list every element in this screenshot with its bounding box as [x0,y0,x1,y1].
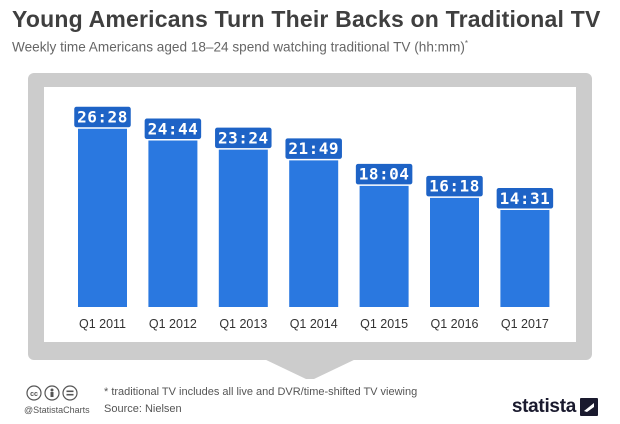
value-label: 18:04 [359,165,410,184]
x-tick-label: Q1 2017 [501,317,549,331]
tv-stand [262,358,358,379]
value-label: 16:18 [429,177,480,196]
bar-q1-2015 [359,184,409,307]
value-label: 26:28 [77,108,128,127]
creative-commons-icon: cc [26,385,42,401]
footnote: * traditional TV includes all live and D… [104,386,418,398]
bar-q1-2013 [218,147,268,307]
bar-q1-2017 [500,208,550,307]
value-label: 23:24 [218,128,269,147]
attribution-icon [44,385,60,401]
value-label-box [143,117,203,141]
statista-logo[interactable]: statista [512,396,598,418]
bar-q1-2012 [148,138,198,307]
value-label-box [213,126,274,150]
bar-q1-2014 [289,158,339,307]
x-tick-label: Q1 2011 [79,317,126,331]
value-label: 24:44 [148,119,199,138]
subtitle-text: Weekly time Americans aged 18–24 spend w… [12,39,465,55]
bar-q1-2011 [78,127,127,307]
svg-text:cc: cc [30,391,38,398]
x-tick-label: Q1 2016 [431,317,479,331]
x-tick-label: Q1 2015 [360,317,408,331]
license-icons: cc [26,385,78,406]
x-tick-label: Q1 2012 [149,317,197,331]
x-tick-label: Q1 2014 [290,317,338,331]
value-label: 14:31 [500,189,551,208]
value-label-box [354,162,414,186]
value-label-box [424,174,485,198]
no-derivatives-icon [62,385,78,401]
subtitle-footnote-mark: * [464,39,468,48]
value-label-box [283,136,344,161]
source-note: Source: Nielsen [104,403,182,415]
bar-q1-2016 [430,196,479,307]
chart-title: Young Americans Turn Their Backs on Trad… [12,6,601,32]
statista-logo-icon [580,398,598,416]
x-tick-label: Q1 2013 [219,317,267,331]
value-label-box [495,186,555,211]
value-label: 21:49 [288,139,339,158]
chart-subtitle: Weekly time Americans aged 18–24 spend w… [12,39,468,55]
value-label-box [72,105,133,129]
statista-wordmark: statista [511,396,576,417]
statista-handle: @StatistaCharts [24,405,90,415]
